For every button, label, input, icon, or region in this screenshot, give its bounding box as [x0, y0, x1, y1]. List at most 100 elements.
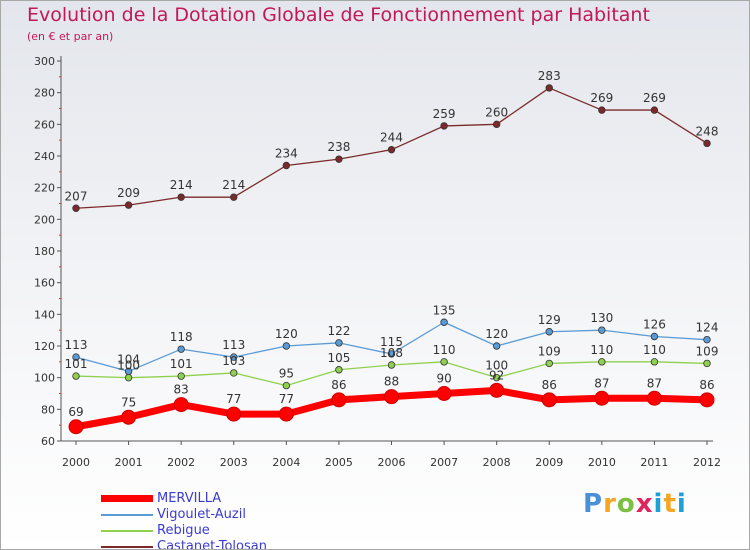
data-point-vigoulet-auzil	[598, 326, 606, 334]
y-tick-label: 280	[34, 87, 55, 100]
data-point-mervilla	[121, 409, 137, 425]
data-point-castanet-tolosan	[440, 122, 448, 130]
data-point-castanet-tolosan	[282, 161, 291, 170]
data-point-mervilla	[173, 397, 189, 413]
y-tick-label: 120	[34, 340, 55, 353]
x-tick-label: 2003	[220, 456, 248, 469]
data-label-rebigue: 101	[170, 357, 193, 371]
data-label-castanet-tolosan: 259	[433, 107, 456, 121]
y-tick-label: 160	[34, 277, 55, 290]
data-point-rebigue	[703, 359, 711, 368]
data-point-castanet-tolosan	[492, 120, 501, 129]
x-tick-label: 2008	[483, 456, 511, 469]
x-tick-label: 2011	[640, 456, 668, 469]
data-label-vigoulet-auzil: 113	[222, 338, 245, 352]
data-label-mervilla: 86	[331, 378, 346, 392]
data-label-vigoulet-auzil: 135	[433, 303, 456, 317]
legend-item: Rebigue	[101, 523, 210, 538]
data-label-vigoulet-auzil: 104	[117, 352, 140, 366]
data-point-vigoulet-auzil	[177, 345, 185, 353]
data-label-rebigue: 100	[485, 359, 508, 373]
data-point-castanet-tolosan	[335, 155, 343, 163]
data-label-castanet-tolosan: 238	[327, 140, 350, 154]
logo-letter: i	[676, 489, 687, 519]
data-point-castanet-tolosan	[545, 84, 553, 92]
legend-swatch	[101, 529, 153, 532]
logo-letter: r	[603, 489, 617, 519]
data-point-castanet-tolosan	[703, 139, 711, 148]
x-tick-label: 2004	[272, 456, 300, 469]
data-label-castanet-tolosan: 269	[590, 91, 613, 105]
data-label-vigoulet-auzil: 115	[380, 335, 403, 349]
data-point-rebigue	[440, 358, 448, 366]
data-label-mervilla: 86	[542, 378, 557, 392]
data-label-rebigue: 105	[327, 351, 350, 365]
data-label-vigoulet-auzil: 124	[696, 321, 719, 335]
legend-label: MERVILLA	[157, 491, 222, 506]
data-point-rebigue	[177, 372, 185, 380]
data-label-castanet-tolosan: 214	[170, 178, 193, 192]
data-label-castanet-tolosan: 248	[696, 124, 719, 138]
y-tick-label: 180	[34, 245, 55, 258]
chart-title: Evolution de la Dotation Globale de Fonc…	[27, 4, 650, 26]
x-tick-label: 2001	[115, 456, 143, 469]
data-label-rebigue: 110	[643, 343, 666, 357]
y-tick-label: 300	[34, 55, 55, 68]
data-label-vigoulet-auzil: 129	[538, 313, 561, 327]
data-point-mervilla	[436, 386, 452, 401]
data-label-vigoulet-auzil: 120	[485, 327, 508, 341]
data-point-mervilla	[226, 406, 242, 422]
legend-item: Castanet-Tolosan	[101, 539, 267, 550]
data-point-mervilla	[384, 389, 399, 405]
data-label-rebigue: 110	[433, 343, 456, 357]
y-tick-label: 140	[34, 308, 55, 321]
legend-label: Rebigue	[157, 523, 210, 538]
data-label-castanet-tolosan: 269	[643, 91, 666, 105]
data-label-vigoulet-auzil: 120	[275, 327, 298, 341]
data-point-vigoulet-auzil	[440, 318, 448, 326]
y-tick-label: 60	[41, 435, 55, 448]
data-label-mervilla: 87	[647, 376, 662, 390]
data-point-vigoulet-auzil	[335, 339, 343, 347]
legend-label: Castanet-Tolosan	[157, 539, 267, 550]
data-label-mervilla: 90	[436, 372, 451, 386]
data-label-mervilla: 88	[384, 375, 399, 389]
data-label-mervilla: 75	[121, 395, 136, 409]
y-tick-label: 80	[41, 403, 55, 416]
data-point-mervilla	[68, 419, 84, 435]
data-label-rebigue: 101	[65, 357, 88, 371]
data-label-vigoulet-auzil: 122	[327, 324, 350, 338]
chart-subtitle: (en € et par an)	[27, 30, 114, 43]
data-label-rebigue: 109	[696, 344, 719, 358]
proxiti-logo: Proxiti	[583, 489, 687, 519]
data-label-castanet-tolosan: 244	[380, 131, 403, 145]
data-point-vigoulet-auzil	[72, 353, 80, 361]
data-point-vigoulet-auzil	[230, 353, 238, 361]
data-label-vigoulet-auzil: 126	[643, 318, 666, 332]
data-point-mervilla	[646, 390, 662, 406]
data-point-mervilla	[594, 390, 610, 406]
data-point-mervilla	[331, 392, 347, 408]
y-tick-label: 240	[34, 150, 55, 163]
data-label-vigoulet-auzil: 118	[170, 330, 193, 344]
x-tick-label: 2007	[430, 456, 458, 469]
data-point-castanet-tolosan	[387, 145, 396, 154]
legend-item: MERVILLA	[101, 491, 221, 506]
legend-label: Vigoulet-Auzil	[157, 507, 246, 522]
data-point-mervilla	[489, 382, 505, 398]
data-point-rebigue	[282, 381, 291, 390]
y-tick-label: 220	[34, 182, 55, 195]
data-point-rebigue	[72, 372, 80, 380]
x-tick-label: 2006	[378, 456, 406, 469]
data-label-rebigue: 103	[222, 354, 245, 368]
data-point-castanet-tolosan	[230, 193, 238, 201]
data-point-vigoulet-auzil	[282, 342, 291, 350]
data-point-castanet-tolosan	[650, 106, 659, 114]
data-label-castanet-tolosan: 207	[65, 189, 88, 203]
data-point-castanet-tolosan	[124, 201, 133, 209]
data-label-castanet-tolosan: 234	[275, 147, 298, 161]
data-point-mervilla	[541, 392, 557, 408]
data-point-mervilla	[699, 392, 715, 408]
data-label-vigoulet-auzil: 130	[590, 311, 613, 325]
data-label-mervilla: 69	[68, 405, 83, 419]
